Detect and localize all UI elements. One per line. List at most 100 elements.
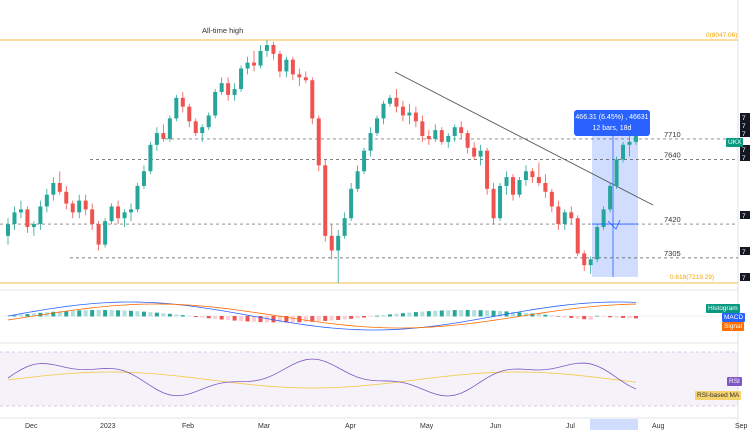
- macd-histogram-bar: [349, 316, 354, 319]
- x-tick-label: May: [420, 423, 434, 430]
- rsi-ma-line: [7, 371, 637, 389]
- candle-body: [252, 62, 257, 66]
- price-tag: [740, 273, 750, 281]
- macd-histogram-bar: [154, 312, 159, 317]
- macd-histogram-bar: [588, 316, 593, 320]
- macd-histogram-bar: [161, 313, 166, 317]
- macd-histogram-bar: [362, 316, 367, 318]
- macd-histogram-bar: [193, 316, 198, 317]
- macd-histogram-bar: [387, 314, 392, 317]
- candle-body: [420, 121, 425, 137]
- level-label-7710: 7710: [664, 130, 681, 139]
- macd-histogram-bar: [381, 315, 386, 317]
- candle-body: [491, 188, 496, 219]
- macd-histogram-bar: [394, 313, 399, 317]
- legend-rsi: RSI: [727, 377, 742, 386]
- macd-histogram-bar: [316, 316, 321, 322]
- candle-body: [459, 127, 464, 134]
- candle-body: [284, 59, 289, 72]
- macd-histogram-bar: [83, 310, 88, 317]
- macd-histogram-bar: [167, 313, 172, 317]
- candle-body: [258, 50, 263, 66]
- price-tag-label: 7: [742, 115, 746, 122]
- candle-body: [174, 97, 179, 119]
- candle-body: [400, 106, 405, 116]
- x-tick-label: Dec: [25, 423, 38, 430]
- candle-body: [452, 127, 457, 137]
- price-tag: [740, 129, 750, 137]
- candle-body: [154, 133, 159, 145]
- macd-histogram-bar: [90, 310, 95, 317]
- candle-body: [103, 221, 108, 245]
- candle-body: [116, 206, 121, 219]
- macd-histogram-bar: [498, 311, 503, 317]
- price-tag: [740, 113, 750, 121]
- candle-body: [595, 227, 600, 260]
- macd-line: [7, 301, 637, 331]
- price-tag: [740, 153, 750, 161]
- macd-histogram-bar: [556, 316, 561, 317]
- price-tag-label: 7: [742, 131, 746, 138]
- candle-body: [31, 224, 36, 228]
- candle-body: [439, 130, 444, 142]
- candle-body: [601, 209, 606, 228]
- macd-histogram-bar: [116, 310, 121, 317]
- candle-body: [426, 136, 431, 139]
- candle-body: [407, 112, 412, 116]
- candle-body: [575, 218, 580, 254]
- macd-histogram-bar: [426, 311, 431, 317]
- candle-body: [569, 212, 574, 219]
- candle-body: [187, 106, 192, 122]
- macd-histogram-bar: [530, 313, 535, 317]
- candle-body: [51, 182, 56, 195]
- macd-histogram-bar: [459, 310, 464, 317]
- x-tick-label: Mar: [258, 423, 271, 430]
- macd-histogram-bar: [342, 316, 347, 320]
- signal-line: [7, 303, 637, 329]
- candle-body: [634, 133, 638, 142]
- candle-body: [141, 171, 146, 186]
- candle-body: [297, 74, 302, 78]
- ath-label: All-time high: [202, 26, 243, 35]
- price-tag: [740, 145, 750, 153]
- x-tick-label: Sep: [735, 423, 748, 430]
- candle-body: [200, 127, 205, 134]
- candle-body: [135, 185, 140, 210]
- macd-histogram-bar: [491, 310, 496, 317]
- macd-histogram-bar: [595, 315, 600, 317]
- candle-body: [549, 191, 554, 207]
- macd-histogram-bar: [569, 316, 574, 318]
- macd-histogram-bar: [6, 316, 10, 317]
- macd-histogram-bar: [226, 316, 231, 321]
- macd-histogram-bar: [465, 310, 470, 317]
- price-tag: [740, 121, 750, 129]
- macd-histogram-bar: [12, 315, 17, 317]
- x-tick-label: Feb: [182, 423, 194, 430]
- level-label-7420: 7420: [664, 215, 681, 224]
- fib-0-label: 0(8047.06): [706, 32, 737, 39]
- measure-line2: 12 bars, 18d: [592, 125, 632, 132]
- candle-body: [433, 130, 438, 139]
- macd-histogram-bar: [634, 316, 638, 319]
- macd-histogram-bar: [264, 316, 269, 323]
- legend-macd: MACD: [722, 313, 746, 322]
- candle-body: [536, 177, 541, 183]
- candle-body: [543, 182, 548, 192]
- macd-histogram-bar: [284, 316, 289, 323]
- macd-histogram-bar: [420, 311, 425, 317]
- candle-body: [582, 253, 587, 266]
- candle-body: [355, 171, 360, 189]
- macd-histogram-bar: [485, 310, 490, 317]
- date-range-highlight: [590, 419, 638, 430]
- x-tick-label: Jul: [566, 423, 575, 430]
- macd-histogram-bar: [446, 310, 451, 317]
- macd-histogram-bar: [232, 316, 237, 321]
- macd-histogram-bar: [575, 316, 580, 319]
- macd-histogram-bar: [439, 310, 444, 317]
- candle-body: [44, 194, 49, 207]
- candle-body: [336, 235, 341, 251]
- macd-histogram-bar: [239, 316, 244, 322]
- macd-histogram-bar: [336, 316, 341, 320]
- candle-body: [627, 141, 632, 145]
